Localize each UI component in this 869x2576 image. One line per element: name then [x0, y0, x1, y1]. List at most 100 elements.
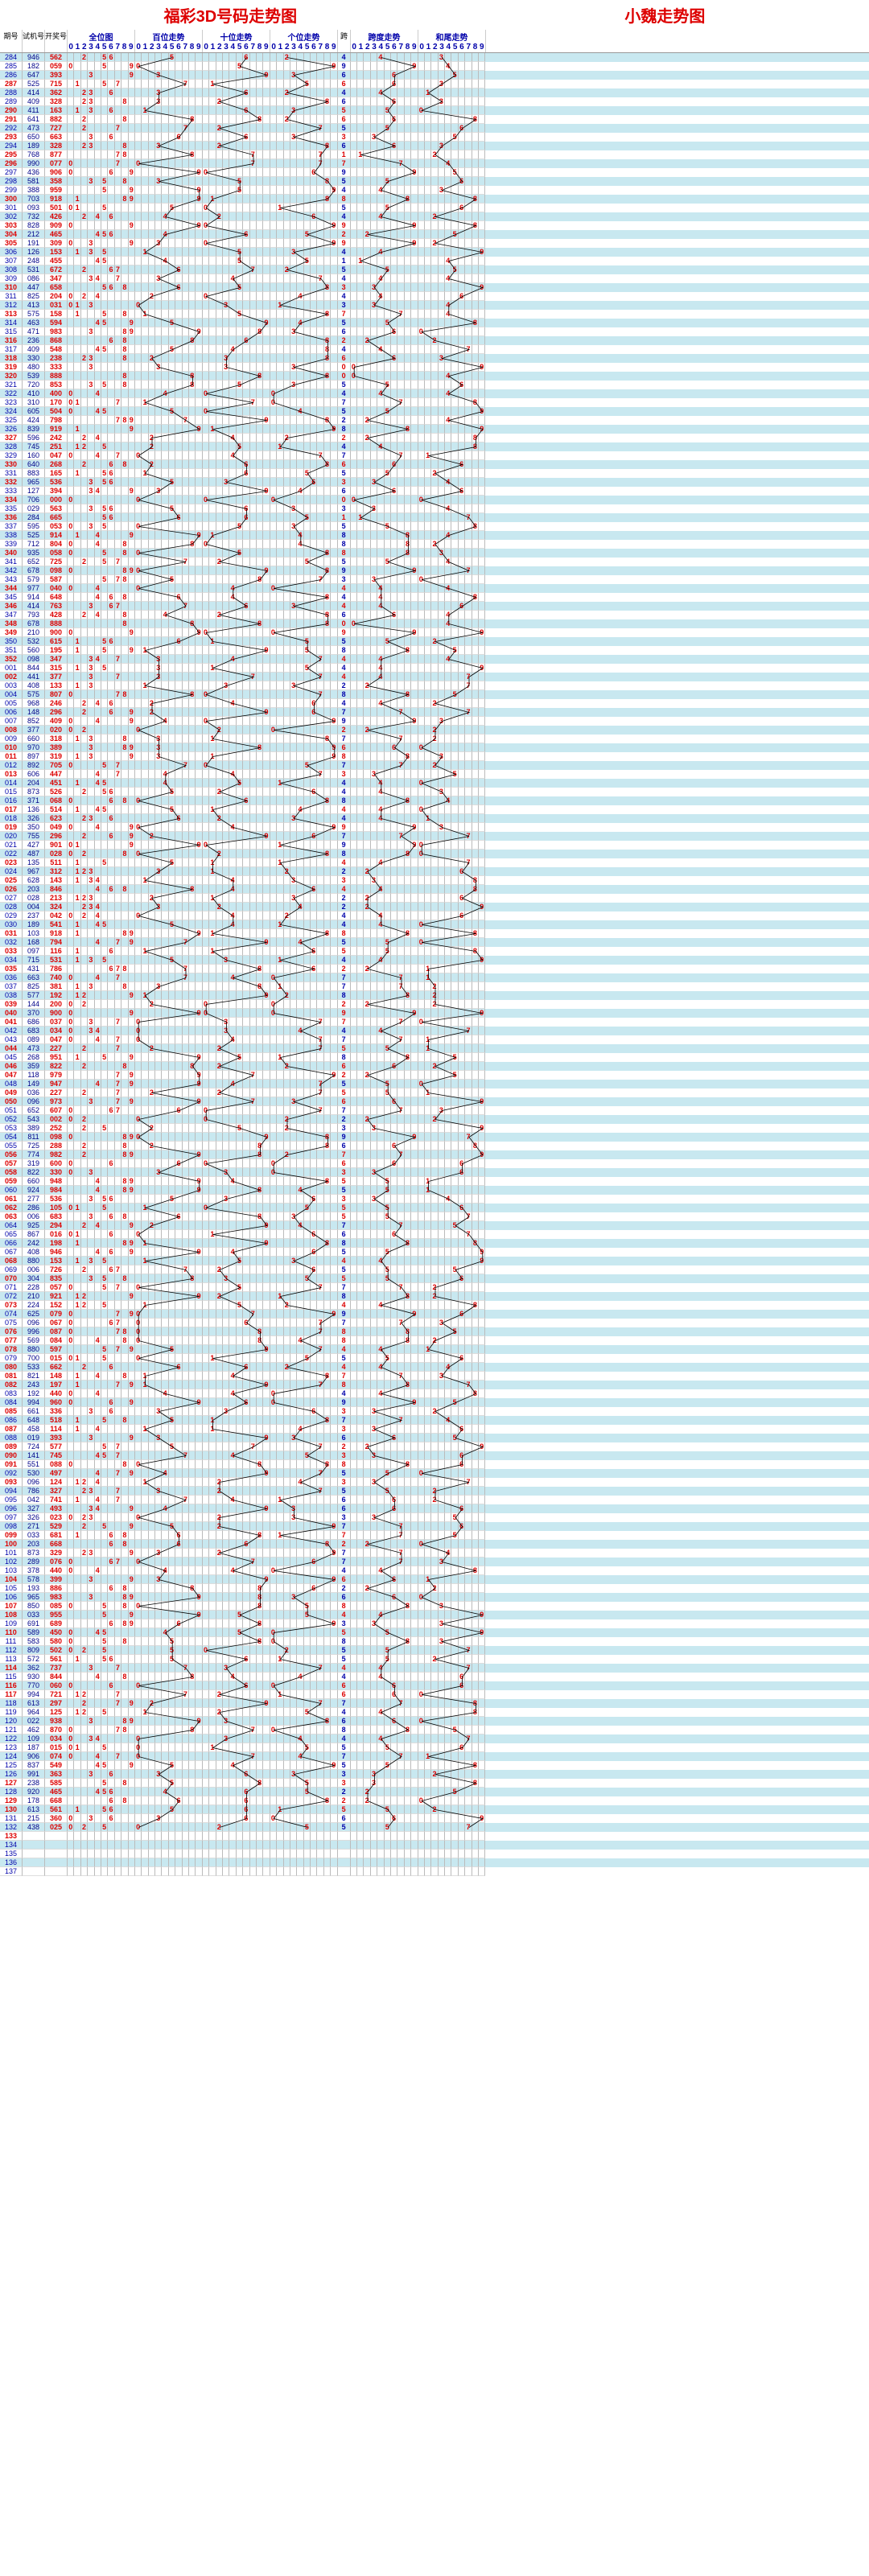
st-panel: 4: [418, 159, 486, 168]
digit-cell: [331, 265, 337, 274]
digit-cell: [250, 257, 257, 265]
digit-cell: 5: [304, 80, 311, 88]
digit-cell: [203, 71, 209, 80]
digit-cell: [155, 646, 162, 655]
digit-cell: 4: [445, 372, 451, 381]
digit-cell: [304, 549, 311, 558]
digit-cell: [357, 531, 364, 540]
data-row: 330640268268268666: [0, 460, 869, 469]
digit-cell: [257, 602, 263, 611]
digit-cell: [405, 80, 411, 88]
digit-cell: 5: [385, 204, 391, 212]
digit-cell: [465, 301, 472, 310]
digit-cell: [142, 186, 148, 195]
digit-cell: [101, 673, 108, 681]
digit-cell: [223, 549, 229, 558]
st-panel: 8: [418, 195, 486, 204]
digit-cell: 7: [465, 345, 472, 354]
digit-cell: [385, 168, 391, 177]
st-panel: 2: [418, 212, 486, 221]
digit-cell: [243, 327, 249, 336]
digit-cell: [149, 416, 155, 425]
digit-cell: [311, 628, 317, 637]
digit-cell: 3: [88, 301, 94, 310]
digit-cell: [121, 124, 128, 133]
digit-cell: 0: [135, 522, 142, 531]
digit-cell: [357, 646, 364, 655]
draw-cell: 170: [45, 398, 68, 407]
digit-cell: 4: [95, 584, 101, 593]
period-cell: 297: [0, 168, 23, 177]
digit-cell: [175, 177, 182, 186]
digit-cell: 9: [263, 566, 270, 575]
digit-cell: [311, 602, 317, 611]
digit-cell: [250, 566, 257, 575]
digit-cell: [397, 425, 404, 434]
digit-cell: [472, 301, 479, 310]
digit-cell: [229, 407, 236, 416]
digit-cell: 7: [183, 80, 189, 88]
digit-cell: [175, 531, 182, 540]
digit-cell: [284, 460, 290, 469]
st-panel: 8: [418, 522, 486, 531]
digit-cell: [297, 150, 303, 159]
digit-cell: [472, 354, 479, 363]
digit-cell: [297, 115, 303, 124]
digit-cell: 5: [101, 478, 108, 487]
digit-cell: [445, 133, 451, 142]
digit-cell: [377, 496, 384, 504]
digit-cell: [391, 434, 397, 442]
period-cell: 317: [0, 345, 23, 354]
digit-cell: 9: [196, 425, 202, 434]
st-panel: 4: [418, 531, 486, 540]
digit-cell: [257, 664, 263, 673]
digit-cell: [391, 584, 397, 593]
digit-cell: [364, 310, 370, 319]
digit-cell: [183, 664, 189, 673]
digit-cell: [418, 186, 425, 195]
digit-cell: [431, 327, 438, 336]
digit-cell: 4: [445, 531, 451, 540]
digit-cell: [317, 522, 323, 531]
digit-cell: [142, 504, 148, 513]
data-row: 3347060000000000: [0, 496, 869, 504]
digit-cell: [88, 460, 94, 469]
period-cell: 337: [0, 522, 23, 531]
digit-cell: 6: [391, 115, 397, 124]
digit-cell: [270, 248, 277, 257]
digit-cell: [304, 442, 311, 451]
draw-cell: 548: [45, 345, 68, 354]
t-panel: 7: [203, 398, 270, 407]
period-cell: 332: [0, 478, 23, 487]
digit-cell: [405, 97, 411, 106]
digit-cell: [357, 204, 364, 212]
span-cell: 5: [338, 106, 351, 115]
digit-cell: [411, 469, 418, 478]
allpos-panel: 578: [68, 575, 135, 584]
o-panel: 3: [270, 248, 338, 257]
digit-cell: [237, 159, 243, 168]
digit-cell: [364, 283, 370, 292]
digit-cell: [81, 327, 88, 336]
digit-cell: [357, 212, 364, 221]
digit-cell: [169, 142, 175, 150]
digit-cell: [270, 62, 277, 71]
digit-cell: [431, 655, 438, 664]
digit-cell: [149, 239, 155, 248]
digit-cell: [357, 593, 364, 602]
digit-cell: [317, 88, 323, 97]
digit-cell: [203, 283, 209, 292]
digit-cell: [364, 504, 370, 513]
digit-cell: [250, 460, 257, 469]
allpos-panel: 248: [68, 611, 135, 619]
digit-cell: [162, 115, 168, 124]
digit-cell: [270, 265, 277, 274]
digit-cell: [459, 628, 465, 637]
digit-cell: [479, 265, 485, 274]
digit-cell: [324, 265, 331, 274]
digit-cell: 2: [284, 265, 290, 274]
digit-cell: [142, 80, 148, 88]
digit-cell: [229, 292, 236, 301]
digit-cell: [263, 513, 270, 522]
digit-cell: [129, 88, 135, 97]
